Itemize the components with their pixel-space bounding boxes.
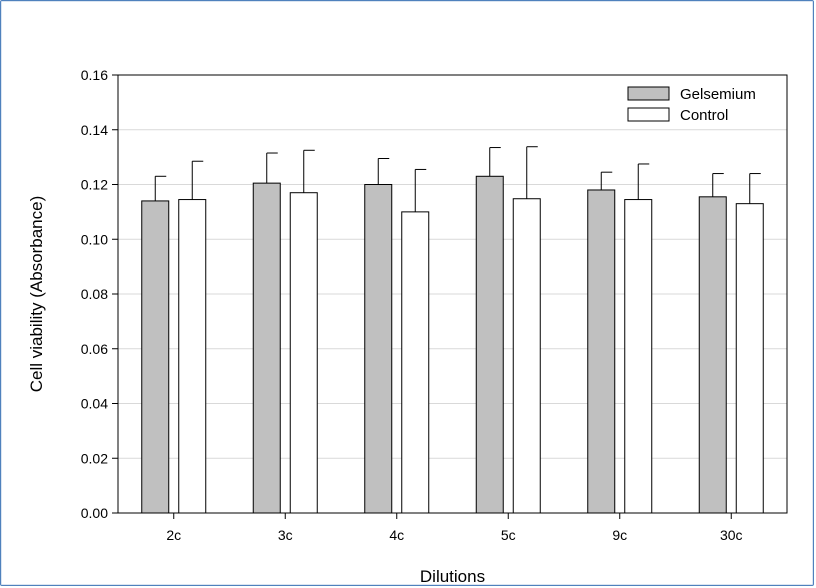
legend-label-control: Control <box>680 107 728 124</box>
x-tick-label: 9c <box>612 527 627 543</box>
y-tick-label: 0.16 <box>81 67 108 83</box>
x-tick-label: 2c <box>166 527 181 543</box>
bar-control <box>289 192 318 514</box>
bar-gelsemium <box>364 184 393 514</box>
y-tick-label: 0.10 <box>81 231 108 247</box>
x-axis: 2c 3c 4c 5c 9c 30c <box>166 513 743 543</box>
legend: Gelsemium Control <box>627 86 756 124</box>
bar-gelsemium <box>252 182 281 514</box>
bar-control <box>401 211 430 514</box>
x-tick-label: 5c <box>501 527 516 543</box>
bar-control <box>512 198 541 514</box>
x-axis-title: Dilutions <box>420 567 485 586</box>
y-tick-label: 0.02 <box>81 450 108 466</box>
y-axis-title: Cell viability (Absorbance) <box>27 196 46 393</box>
y-tick-label: 0.00 <box>81 505 108 521</box>
bar-gelsemium <box>141 200 170 514</box>
bar-gelsemium <box>698 196 727 514</box>
y-tick-label: 0.14 <box>81 122 108 138</box>
error-bars-group <box>154 146 761 212</box>
bars-group <box>141 175 764 514</box>
bar-control <box>624 199 653 514</box>
x-tick-label: 4c <box>389 527 404 543</box>
legend-label-gelsemium: Gelsemium <box>680 86 756 103</box>
y-tick-label: 0.12 <box>81 177 108 193</box>
x-tick-label: 3c <box>278 527 293 543</box>
bar-gelsemium <box>587 189 616 514</box>
bar-control <box>735 203 764 514</box>
x-tick-label: 30c <box>720 527 743 543</box>
y-tick-label: 0.06 <box>81 341 108 357</box>
y-axis: 0.00 0.02 0.04 0.06 0.08 0.10 0.12 0.14 0.16 <box>81 67 118 521</box>
y-tick-label: 0.04 <box>81 396 108 412</box>
bar-control <box>178 199 207 514</box>
y-tick-label: 0.08 <box>81 286 108 302</box>
legend-swatch-gelsemium <box>627 86 670 101</box>
bar-gelsemium <box>475 175 504 514</box>
gridlines <box>118 129 787 459</box>
legend-swatch-control <box>627 107 670 122</box>
